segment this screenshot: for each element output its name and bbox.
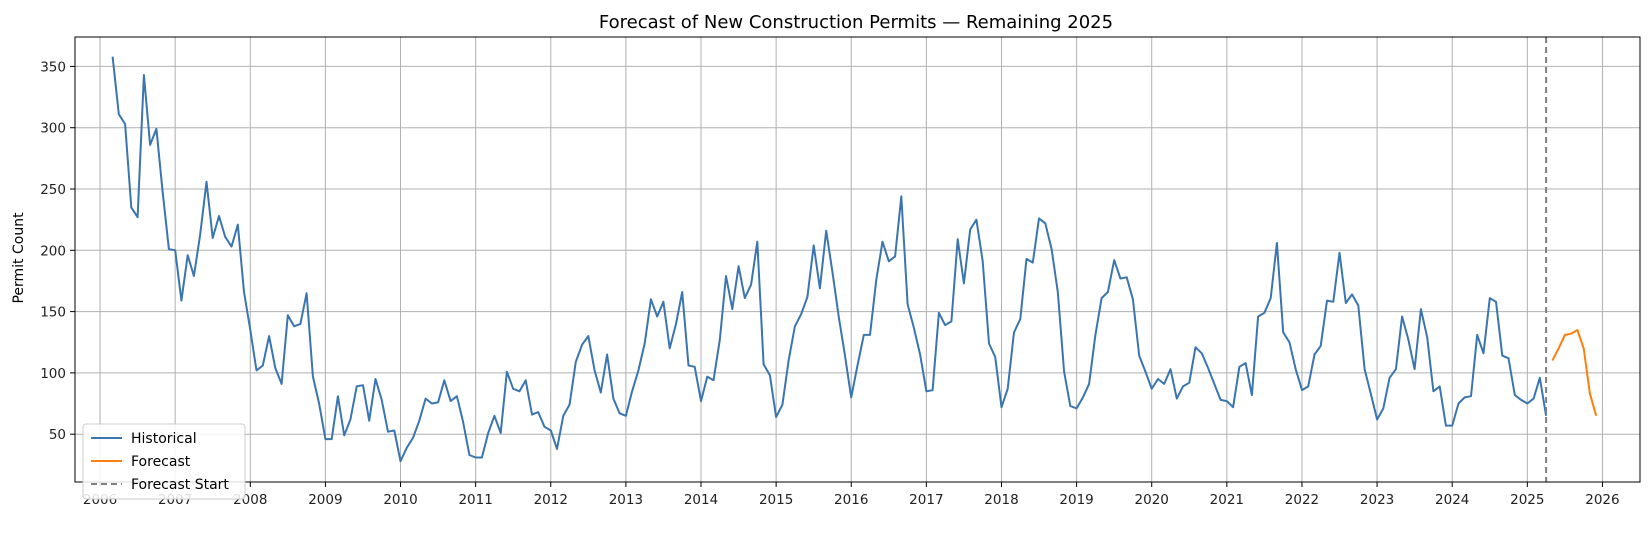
- x-tick-label: 2021: [1210, 492, 1244, 508]
- x-tick-label: 2025: [1510, 492, 1544, 508]
- chart-title: Forecast of New Construction Permits — R…: [599, 12, 1113, 33]
- grid: [75, 37, 1640, 482]
- y-tick-label: 200: [40, 243, 66, 259]
- x-tick-label: 2018: [984, 492, 1018, 508]
- y-tick-label: 250: [40, 182, 66, 198]
- x-tick-label: 2022: [1285, 492, 1319, 508]
- plot-frame: [74, 36, 1641, 483]
- x-tick-label: 2026: [1585, 492, 1619, 508]
- y-tick-label: 50: [49, 427, 66, 443]
- series-lines: [111, 56, 1598, 463]
- legend-box: [82, 423, 246, 500]
- x-tick-label: 2014: [684, 492, 718, 508]
- x-tick-label: 2024: [1435, 492, 1469, 508]
- series-line-forecast: [1551, 329, 1598, 417]
- y-tick-label: 350: [40, 59, 66, 75]
- legend-forecast-start-label: Forecast Start: [131, 477, 229, 493]
- y-tick-label: 150: [40, 305, 66, 321]
- x-tick-label: 2013: [609, 492, 643, 508]
- series-line-historical: [111, 56, 1548, 463]
- y-tick-label: 300: [40, 121, 66, 137]
- x-tick-label: 2017: [909, 492, 943, 508]
- y-tick-label: 100: [40, 366, 66, 382]
- x-axis-ticks: 2006 2007 2008 2009 2010 2011 2012 2013 2014 2015…: [83, 482, 1620, 508]
- x-tick-label: 2015: [759, 492, 793, 508]
- x-tick-label: 2020: [1135, 492, 1169, 508]
- legend: Historical Forecast Forecast Start: [82, 423, 246, 500]
- x-tick-label: 2012: [534, 492, 568, 508]
- x-tick-label: 2009: [308, 492, 342, 508]
- x-tick-label: 2011: [458, 492, 492, 508]
- x-tick-label: 2010: [383, 492, 417, 508]
- legend-forecast-label: Forecast: [131, 454, 191, 470]
- y-axis-label: Permit Count: [11, 212, 27, 304]
- x-tick-label: 2023: [1360, 492, 1394, 508]
- y-axis-ticks: 50 100 150 200 250 300 350: [40, 59, 75, 443]
- x-tick-label: 2019: [1059, 492, 1093, 508]
- legend-historical-label: Historical: [131, 431, 197, 447]
- x-tick-label: 2016: [834, 492, 868, 508]
